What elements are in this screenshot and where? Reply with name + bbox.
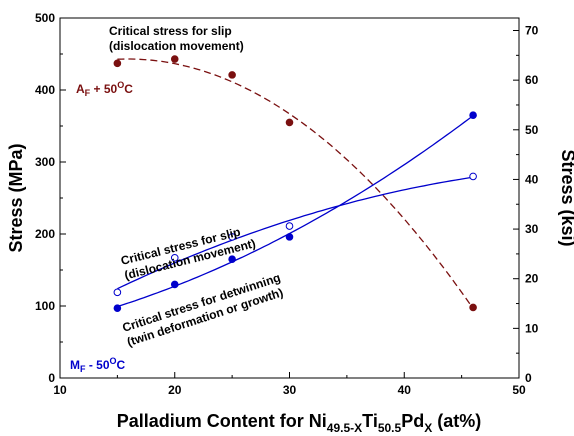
y-right-tick-label: 70 xyxy=(525,24,539,38)
y-axis-left-title: Stress (MPa) xyxy=(6,143,26,252)
martensite-detwinning-point xyxy=(228,255,236,264)
x-axis-title: Palladium Content for Ni49.5-XTi50.5PdX … xyxy=(117,411,481,435)
y-right-tick-label: 0 xyxy=(525,371,532,385)
annotation-martensite-detwinning: Critical stress for detwinning (twin def… xyxy=(121,270,285,349)
martensite-detwinning-point xyxy=(469,111,477,119)
austenite-temp-base: A xyxy=(76,82,85,96)
martensite-detwinning-curve xyxy=(117,115,474,308)
y-left-tick-label: 0 xyxy=(48,371,55,385)
x-axis-title-ti: Ti xyxy=(362,411,378,431)
martensite-slip-curve xyxy=(117,176,474,290)
annotation-martensite-temperature: MF - 50OC xyxy=(70,356,126,374)
austenite-slip-point xyxy=(285,118,294,127)
y-axis-right-title: Stress (ksi) xyxy=(558,149,574,246)
x-axis-title-pd: Pd xyxy=(401,411,424,431)
y-left-tick-label: 300 xyxy=(35,155,55,169)
martensite-temp-sub: F xyxy=(80,364,86,374)
x-axis-title-sub-ni: 49.5-X xyxy=(327,421,362,435)
y-right-tick-label: 30 xyxy=(525,222,539,236)
annotation-austenite-slip-line2: (dislocation movement) xyxy=(109,39,244,53)
martensite-detwinning-point xyxy=(113,304,122,312)
austenite-slip-curve xyxy=(117,58,474,309)
y-left-tick-label: 400 xyxy=(35,83,55,97)
annotation-martensite-slip: Critical stress for slip (dislocation mo… xyxy=(119,225,257,283)
martensite-slip-point xyxy=(285,222,294,230)
x-axis-title-sub-ti: 50.5 xyxy=(378,421,402,435)
austenite-slip-point xyxy=(113,59,122,68)
austenite-temp-sup: O xyxy=(117,80,124,90)
martensite-temp-base: M xyxy=(70,358,80,372)
x-axis-title-unit: (at%) xyxy=(432,411,481,431)
x-axis-title-sub-pd: X xyxy=(424,421,432,435)
y-left-tick-label: 100 xyxy=(35,299,55,313)
y-right-tick-label: 40 xyxy=(525,172,539,186)
austenite-slip-point xyxy=(170,55,179,63)
martensite-slip-point xyxy=(228,233,236,241)
martensite-slip-point xyxy=(113,288,122,297)
y-right-tick-label: 50 xyxy=(525,123,539,137)
annotation-austenite-temperature: AF + 50OC xyxy=(76,80,133,98)
x-tick-label: 20 xyxy=(168,383,182,397)
x-axis-title-main: Palladium Content for Ni xyxy=(117,411,327,431)
martensite-detwinning-point xyxy=(170,280,179,289)
martensite-slip-point xyxy=(170,253,179,262)
x-tick-label: 30 xyxy=(283,383,297,397)
y-right-tick-label: 20 xyxy=(525,272,539,286)
y-right-tick-label: 10 xyxy=(525,321,539,335)
annotation-austenite-slip: Critical stress for slip (dislocation mo… xyxy=(109,24,244,53)
martensite-temp-sup: O xyxy=(110,356,117,366)
martensite-temp-end: C xyxy=(117,358,126,372)
y-left-tick-label: 500 xyxy=(35,11,55,25)
austenite-temp-mid: + 50 xyxy=(90,82,117,96)
x-tick-label: 40 xyxy=(398,383,412,397)
annotation-austenite-slip-line1: Critical stress for slip xyxy=(109,24,232,38)
martensite-detwinning-point xyxy=(285,233,294,241)
y-left-tick-label: 200 xyxy=(35,227,55,241)
x-tick-label: 10 xyxy=(53,383,67,397)
austenite-slip-point xyxy=(228,71,236,79)
martensite-slip-point xyxy=(469,172,477,181)
austenite-temp-end: C xyxy=(124,82,133,96)
austenite-slip-point xyxy=(469,303,477,312)
austenite-temp-sub: F xyxy=(85,88,91,98)
martensite-temp-mid: - 50 xyxy=(86,358,110,372)
x-tick-label: 50 xyxy=(512,383,526,397)
y-right-tick-label: 60 xyxy=(525,73,539,87)
